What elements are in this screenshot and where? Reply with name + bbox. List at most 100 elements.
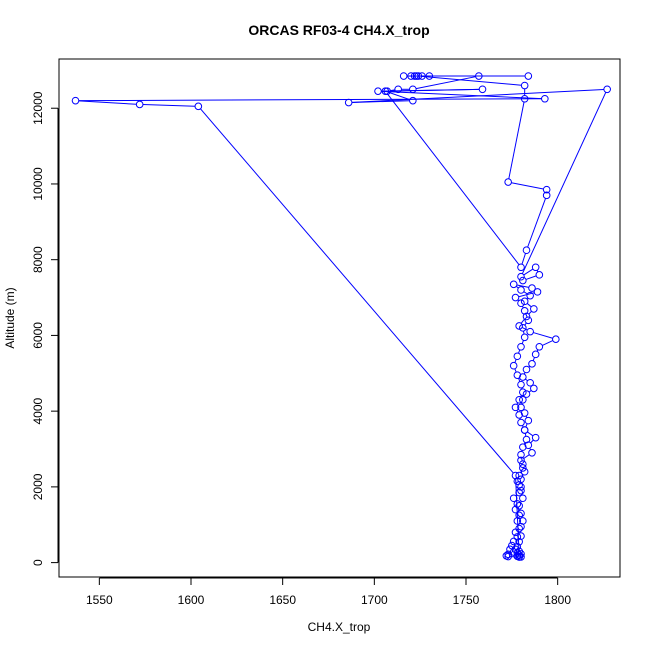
- data-point: [521, 82, 528, 89]
- data-point: [518, 457, 525, 464]
- data-point: [516, 396, 523, 403]
- data-point: [536, 343, 543, 350]
- series-line-segment: [522, 253, 525, 264]
- series-line-segment: [143, 105, 195, 107]
- series-line-segment: [531, 440, 534, 443]
- data-point: [514, 372, 521, 379]
- data-point: [410, 86, 417, 93]
- data-point: [520, 389, 527, 396]
- y-axis: 0 2000 4000 6000 8000 10000 12000: [31, 91, 58, 566]
- series-line-segment: [528, 198, 546, 247]
- data-point: [518, 300, 525, 307]
- series-line-segment: [509, 102, 524, 179]
- data-point: [521, 427, 528, 434]
- data-point: [136, 101, 143, 108]
- series-line-segment: [515, 369, 516, 372]
- data-point: [529, 450, 536, 457]
- data-point: [521, 308, 528, 315]
- data-point: [518, 381, 525, 388]
- data-point: [518, 343, 525, 350]
- data-point: [410, 97, 417, 104]
- series-line-segment: [519, 350, 520, 353]
- series-line-segment: [533, 333, 552, 339]
- data-point: [534, 289, 541, 296]
- y-tick-label: 10000: [31, 167, 45, 201]
- series-line-segment: [542, 341, 553, 346]
- data-point: [532, 434, 539, 441]
- series-line-segment: [527, 432, 533, 436]
- data-point: [518, 287, 525, 294]
- data-point: [476, 73, 483, 80]
- data-point: [518, 264, 525, 271]
- x-tick-label: 1750: [453, 593, 480, 607]
- y-tick-label: 0: [31, 559, 45, 566]
- y-tick-label: 2000: [31, 473, 45, 500]
- series-line-segment: [522, 92, 605, 273]
- data-point: [529, 361, 536, 368]
- data-point: [532, 351, 539, 358]
- data-point: [345, 99, 352, 106]
- series-line-segment: [387, 94, 519, 265]
- data-point: [514, 353, 521, 360]
- data-point: [505, 553, 512, 560]
- chart-title: ORCAS RF03-4 CH4.X_trop: [248, 22, 429, 38]
- data-point: [512, 472, 519, 479]
- y-tick-label: 12000: [31, 91, 45, 125]
- data-point: [395, 86, 402, 93]
- x-tick-label: 1550: [86, 593, 113, 607]
- data-point: [512, 294, 519, 301]
- data-point: [543, 192, 550, 199]
- series-line-segment: [515, 359, 516, 362]
- data-point: [426, 73, 433, 80]
- data-point: [195, 103, 202, 110]
- data-point: [518, 523, 525, 530]
- series-line-segment: [526, 424, 527, 427]
- data-point: [510, 362, 517, 369]
- data-point: [604, 86, 611, 93]
- data-point: [520, 465, 527, 472]
- y-tick-label: 6000: [31, 322, 45, 349]
- data-point: [523, 247, 530, 254]
- data-point: [531, 306, 538, 313]
- data-point: [521, 95, 528, 102]
- data-point: [510, 281, 517, 288]
- series-line-segment: [79, 101, 137, 104]
- x-axis-label: CH4.X_trop: [308, 620, 371, 634]
- data-point: [527, 328, 534, 335]
- series-line-segment: [388, 92, 409, 99]
- y-axis-label: Altitude (m): [3, 287, 17, 348]
- data-point: [523, 366, 530, 373]
- y-tick-label: 8000: [31, 246, 45, 273]
- plot-frame: [59, 59, 620, 577]
- data-point: [527, 379, 534, 386]
- data-point: [415, 73, 422, 80]
- series-line-segment: [524, 292, 528, 294]
- data-point: [400, 73, 407, 80]
- x-tick-label: 1600: [178, 593, 205, 607]
- data-point: [542, 95, 549, 102]
- series-line-segment: [521, 319, 524, 323]
- series-line-segment: [522, 340, 523, 343]
- data-point: [527, 292, 534, 299]
- x-tick-label: 1800: [544, 593, 571, 607]
- data-point: [382, 88, 389, 95]
- data-point: [72, 97, 79, 104]
- data-point: [553, 336, 560, 343]
- series-layer: [72, 73, 610, 560]
- series-line-segment: [524, 269, 533, 275]
- series-line-segment: [381, 91, 541, 98]
- series-line-segment: [79, 99, 542, 101]
- y-tick-label: 4000: [31, 397, 45, 424]
- series-line-segment: [200, 109, 513, 473]
- data-point: [536, 272, 543, 279]
- data-point: [479, 86, 486, 93]
- data-point: [520, 325, 527, 332]
- data-point: [518, 419, 525, 426]
- series-line-segment: [526, 276, 536, 280]
- data-point: [521, 334, 528, 341]
- data-point: [525, 417, 532, 424]
- x-tick-label: 1650: [269, 593, 296, 607]
- data-point: [525, 73, 532, 80]
